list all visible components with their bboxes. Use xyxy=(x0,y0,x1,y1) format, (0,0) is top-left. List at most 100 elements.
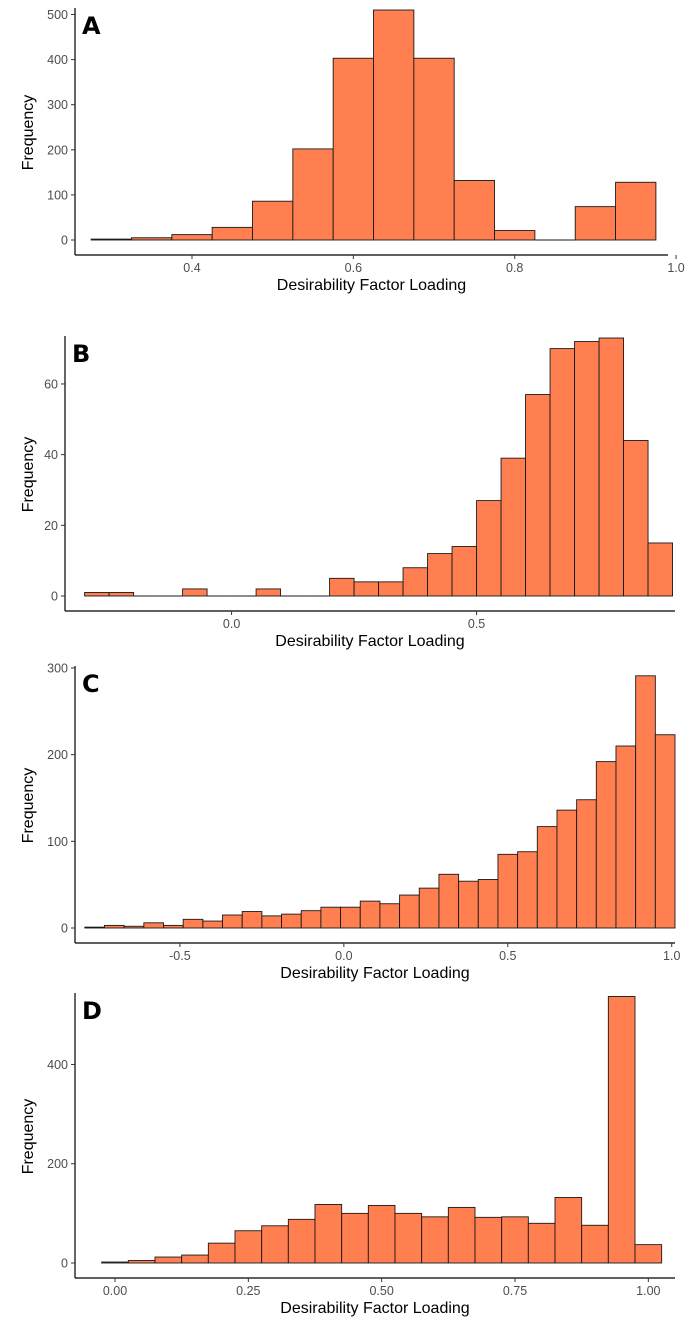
bar xyxy=(536,826,558,929)
bar xyxy=(182,588,208,597)
bar xyxy=(373,9,415,241)
bar xyxy=(438,873,460,929)
y-tick-label: 20 xyxy=(44,519,58,533)
bar xyxy=(517,851,538,929)
bar xyxy=(379,903,401,929)
bar xyxy=(497,853,519,929)
y-tick-label: 300 xyxy=(47,98,68,112)
x-tick-label: 0.0 xyxy=(223,617,240,631)
y-tick-label: 60 xyxy=(44,377,58,391)
bar xyxy=(595,761,617,929)
bar xyxy=(84,592,110,597)
bar xyxy=(163,924,184,929)
bar xyxy=(399,894,420,929)
bar xyxy=(525,394,551,597)
y-axis-title: Frequency xyxy=(20,1099,37,1175)
y-axis-title: Frequency xyxy=(20,437,37,513)
y-tick-label: 200 xyxy=(47,143,68,157)
bar xyxy=(394,1212,423,1264)
x-tick-label: 1.00 xyxy=(636,1284,660,1298)
bar xyxy=(182,918,204,929)
x-tick-label: 0.0 xyxy=(335,949,352,963)
bar xyxy=(123,925,145,929)
bars xyxy=(84,675,676,929)
bar xyxy=(202,920,223,929)
bar xyxy=(634,1244,663,1264)
bar xyxy=(332,57,374,241)
bar xyxy=(234,1230,263,1264)
bar xyxy=(623,440,649,597)
panel-b: 0.0 0.5 0 20 40 60 Desirability Factor Loading… xyxy=(20,336,675,650)
panel-c: -0.5 0.0 0.5 1.0 0 100 200 300 Desirability Fact… xyxy=(20,662,680,983)
x-axis-title: Desirability Factor Loading xyxy=(275,633,464,650)
x-tick-label: 0.00 xyxy=(103,1284,127,1298)
bar xyxy=(447,1206,476,1264)
bar xyxy=(281,913,302,929)
bar xyxy=(556,809,578,929)
bar xyxy=(329,577,355,597)
bars xyxy=(101,996,663,1264)
bar xyxy=(211,226,253,241)
bar xyxy=(314,1203,343,1264)
panel-label: D xyxy=(82,997,102,1025)
bar xyxy=(581,1224,609,1264)
bar xyxy=(615,181,657,241)
y-tick-label: 0 xyxy=(61,1257,68,1271)
bar xyxy=(84,926,105,929)
bars xyxy=(90,9,657,241)
y-tick-label: 100 xyxy=(47,188,68,202)
x-axis-title: Desirability Factor Loading xyxy=(277,277,466,294)
y-tick-label: 40 xyxy=(44,448,58,462)
bar xyxy=(341,1212,369,1264)
x-tick-label: 1.0 xyxy=(663,949,680,963)
bar xyxy=(598,337,625,597)
x-tick-label: 0.50 xyxy=(369,1284,393,1298)
x-tick-label: 0.8 xyxy=(506,261,523,275)
bar xyxy=(494,230,536,241)
bar xyxy=(574,206,617,241)
x-tick-label: 1.0 xyxy=(667,261,684,275)
bar xyxy=(421,1216,449,1264)
y-axis-title: Frequency xyxy=(20,768,37,844)
bar xyxy=(154,1256,183,1264)
bar xyxy=(222,914,243,929)
bar xyxy=(476,500,502,597)
bar xyxy=(127,1260,156,1264)
panel-label: A xyxy=(82,12,101,40)
bar xyxy=(635,675,656,929)
y-tick-label: 0 xyxy=(61,234,68,248)
bar xyxy=(477,879,499,929)
bar xyxy=(90,238,132,241)
bar xyxy=(359,900,381,929)
bar xyxy=(207,1242,236,1264)
bar xyxy=(458,880,479,929)
bar xyxy=(451,546,478,597)
bar xyxy=(576,799,597,929)
x-tick-label: 0.6 xyxy=(345,261,362,275)
bar xyxy=(108,592,135,597)
x-tick-label: 0.5 xyxy=(468,617,485,631)
x-tick-label: -0.5 xyxy=(169,949,191,963)
bar xyxy=(241,911,263,929)
bar xyxy=(261,1225,289,1264)
bar xyxy=(501,1216,529,1264)
bars xyxy=(84,337,673,597)
bar xyxy=(378,581,404,597)
bar xyxy=(255,588,282,597)
y-tick-label: 500 xyxy=(47,8,68,22)
bar xyxy=(418,887,440,929)
x-tick-label: 0.5 xyxy=(499,949,516,963)
bar xyxy=(252,200,294,241)
x-axis-title: Desirability Factor Loading xyxy=(280,965,469,982)
x-tick-label: 0.4 xyxy=(183,261,200,275)
bar xyxy=(607,996,636,1264)
x-tick-label: 0.25 xyxy=(236,1284,260,1298)
bar xyxy=(574,341,600,597)
bar xyxy=(549,348,576,597)
bar xyxy=(554,1197,583,1264)
bar xyxy=(453,180,495,241)
x-tick-label: 0.75 xyxy=(503,1284,527,1298)
bar xyxy=(527,1222,556,1264)
y-tick-label: 0 xyxy=(61,922,68,936)
